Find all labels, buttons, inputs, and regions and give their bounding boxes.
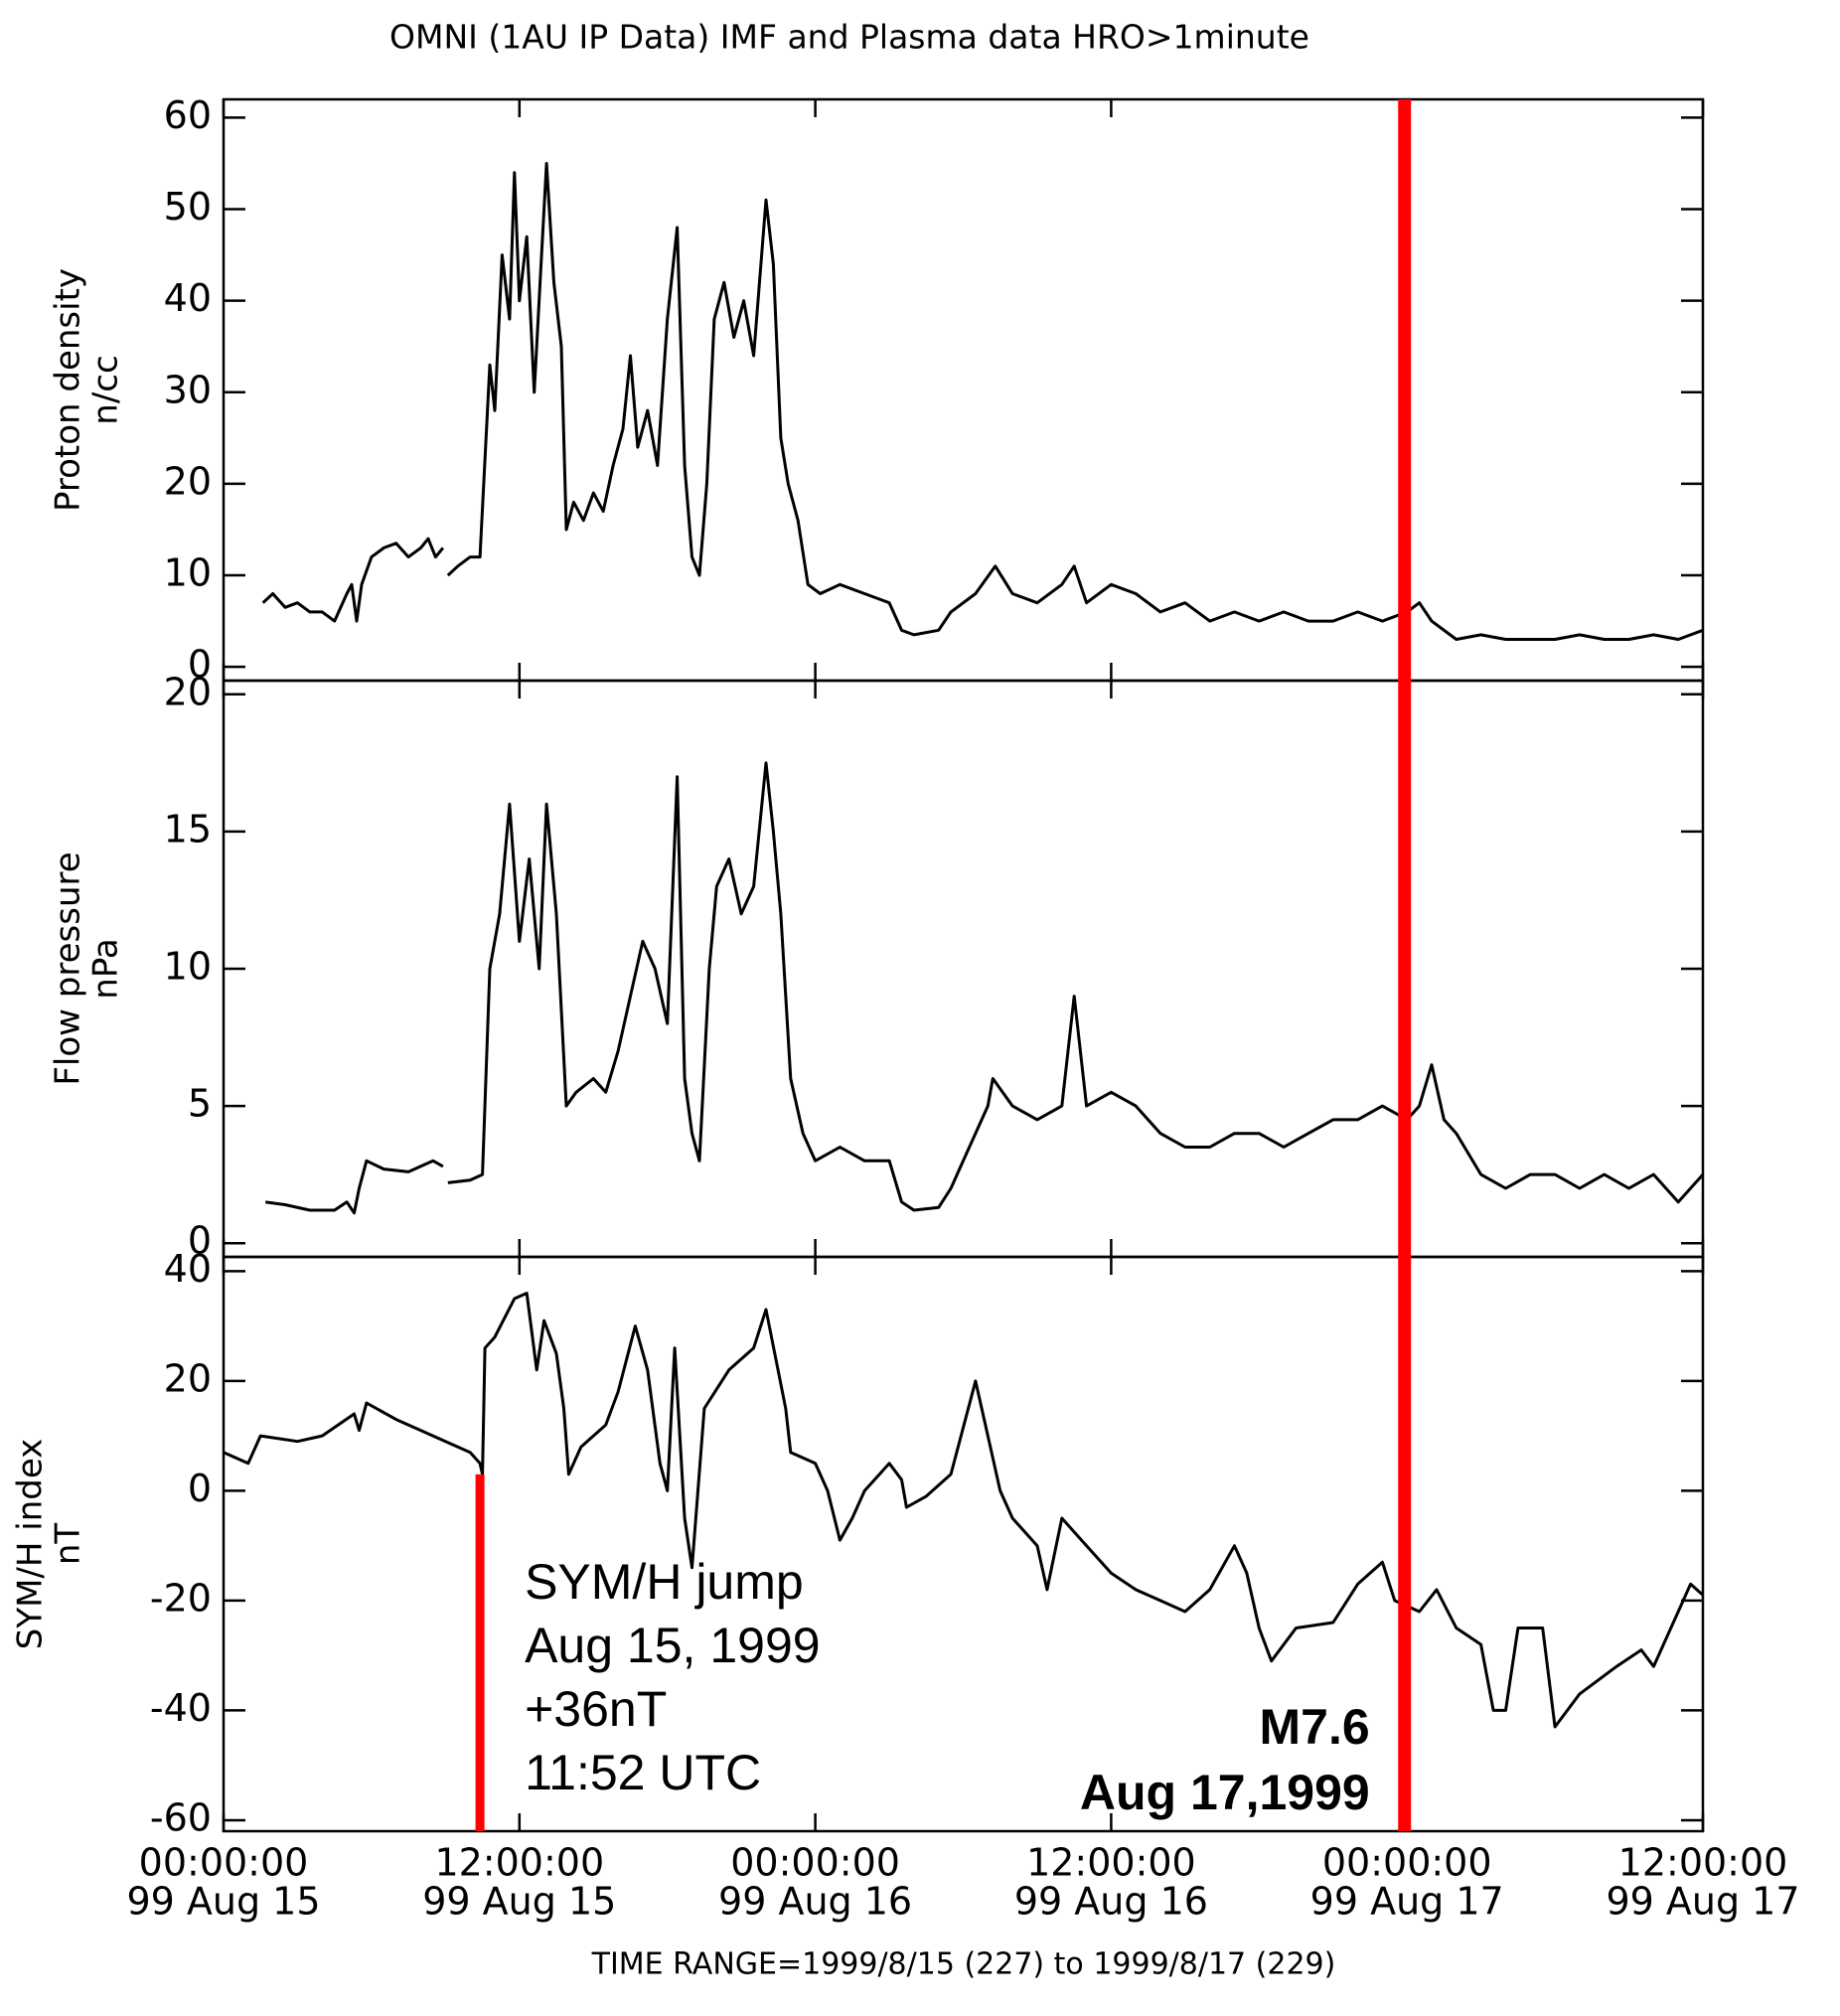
y-tick-label: 20	[164, 459, 212, 503]
annotation: +36nT	[525, 1681, 667, 1737]
y-axis-title: SYM/H index	[11, 1439, 51, 1650]
x-tick-label: 00:00:00	[730, 1841, 900, 1885]
y-axis-unit: n/cc	[86, 355, 126, 424]
y-tick-label: 0	[188, 1219, 212, 1263]
x-tick-label: 12:00:00	[1026, 1841, 1196, 1885]
x-axis-title: TIME RANGE=1999/8/15 (227) to 1999/8/17 …	[591, 1947, 1336, 1982]
data-line	[223, 1292, 1705, 1729]
y-axis-unit: nPa	[86, 938, 126, 999]
annotation: Aug 15, 1999	[525, 1618, 821, 1673]
x-tick-label: 00:00:00	[139, 1841, 309, 1885]
annotation: Aug 17,1999	[1080, 1765, 1370, 1820]
y-tick-label: 40	[164, 276, 212, 320]
y-axis-title: Flow pressure	[49, 852, 88, 1085]
y-tick-label: 20	[164, 670, 212, 713]
x-tick-date: 99 Aug 15	[422, 1880, 616, 1924]
x-tick-label: 12:00:00	[434, 1841, 604, 1885]
x-tick-date: 99 Aug 17	[1606, 1880, 1799, 1924]
y-tick-label: 40	[164, 1247, 212, 1291]
x-tick-date: 99 Aug 16	[718, 1880, 912, 1924]
annotation: SYM/H jump	[525, 1554, 804, 1610]
y-tick-label: 10	[164, 551, 212, 595]
y-tick-label: -20	[150, 1576, 212, 1620]
y-tick-label: 0	[188, 1467, 212, 1510]
y-tick-label: 10	[164, 945, 212, 989]
data-line	[261, 162, 1704, 641]
x-tick-date: 99 Aug 16	[1014, 1880, 1208, 1924]
x-tick-date: 99 Aug 17	[1310, 1880, 1504, 1924]
data-line	[264, 761, 1705, 1215]
x-tick-date: 99 Aug 15	[126, 1880, 320, 1924]
annotation: 11:52 UTC	[525, 1745, 761, 1800]
x-tick-label: 00:00:00	[1322, 1841, 1492, 1885]
x-tick-label: 12:00:00	[1618, 1841, 1788, 1885]
plot-frame	[222, 1255, 1705, 1833]
y-tick-label: 60	[164, 93, 212, 137]
y-tick-label: 0	[188, 643, 212, 687]
plot-frame	[222, 679, 1705, 1259]
y-tick-label: -60	[150, 1795, 212, 1839]
plot-frame	[222, 97, 1705, 683]
annotation: M7.6	[1260, 1699, 1370, 1755]
y-tick-label: 50	[164, 185, 212, 229]
y-tick-label: -40	[150, 1686, 212, 1730]
y-axis-unit: nT	[49, 1523, 88, 1566]
y-tick-label: 5	[188, 1082, 212, 1126]
chart-title: OMNI (1AU IP Data) IMF and Plasma data H…	[389, 18, 1309, 57]
y-tick-label: 15	[164, 807, 212, 851]
y-axis-title: Proton density	[49, 268, 88, 512]
y-tick-label: 30	[164, 368, 212, 411]
y-tick-label: 20	[164, 1356, 212, 1400]
